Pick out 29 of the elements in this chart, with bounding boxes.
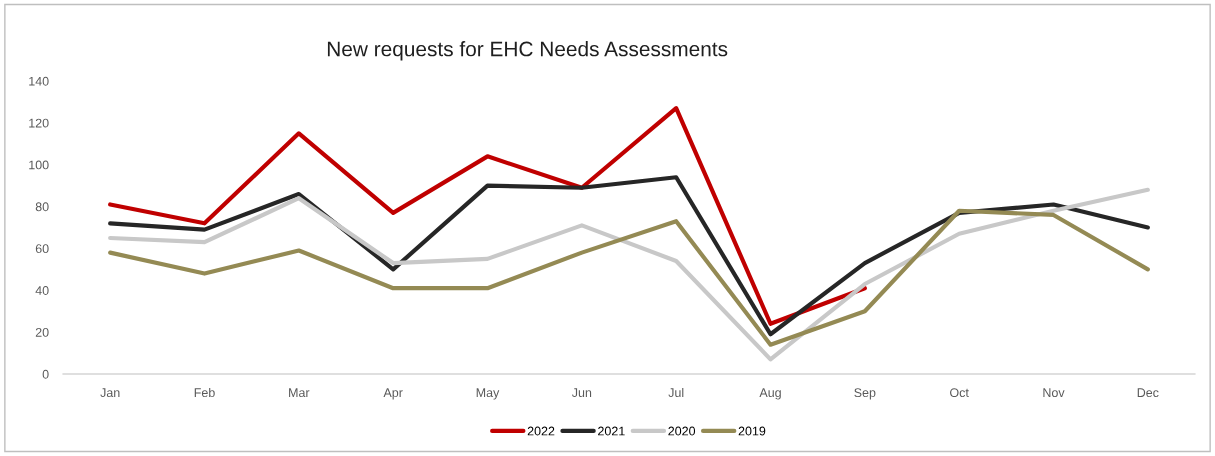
y-tick-label: 40 [35,286,49,295]
legend-label: 2019 [738,426,766,436]
legend-label: 2021 [598,426,625,436]
y-tick-label: 80 [35,202,49,212]
y-tick-label: 100 [29,160,49,170]
chart-title: New requests for EHC Needs Assessments [327,41,728,61]
x-tick-label: Nov [1043,388,1065,398]
x-tick-label: Apr [383,388,403,400]
line-series [108,208,1150,347]
x-tick-label: Oct [950,388,969,398]
x-tick-label: Mar [289,388,310,398]
line-series [108,175,1150,337]
x-tick-label: May [476,388,500,400]
line-series [108,106,867,326]
legend-label: 2022 [527,426,555,436]
y-tick-label: 20 [35,327,49,337]
y-tick-label: 0 [42,369,49,379]
y-tick-label: 60 [35,244,49,254]
x-tick-label: Feb [194,387,215,398]
y-tick-label: 120 [29,118,49,128]
y-tick-label: 140 [29,76,49,86]
x-tick-label: Aug [759,388,781,400]
line-series [108,187,1150,362]
legend-label: 2020 [668,426,696,436]
x-tick-label: Jun [571,388,592,398]
x-tick-label: Jan [100,388,120,398]
x-tick-label: Jul [668,387,684,398]
x-tick-label: Dec [1137,388,1159,398]
x-tick-label: Sep [854,388,876,400]
